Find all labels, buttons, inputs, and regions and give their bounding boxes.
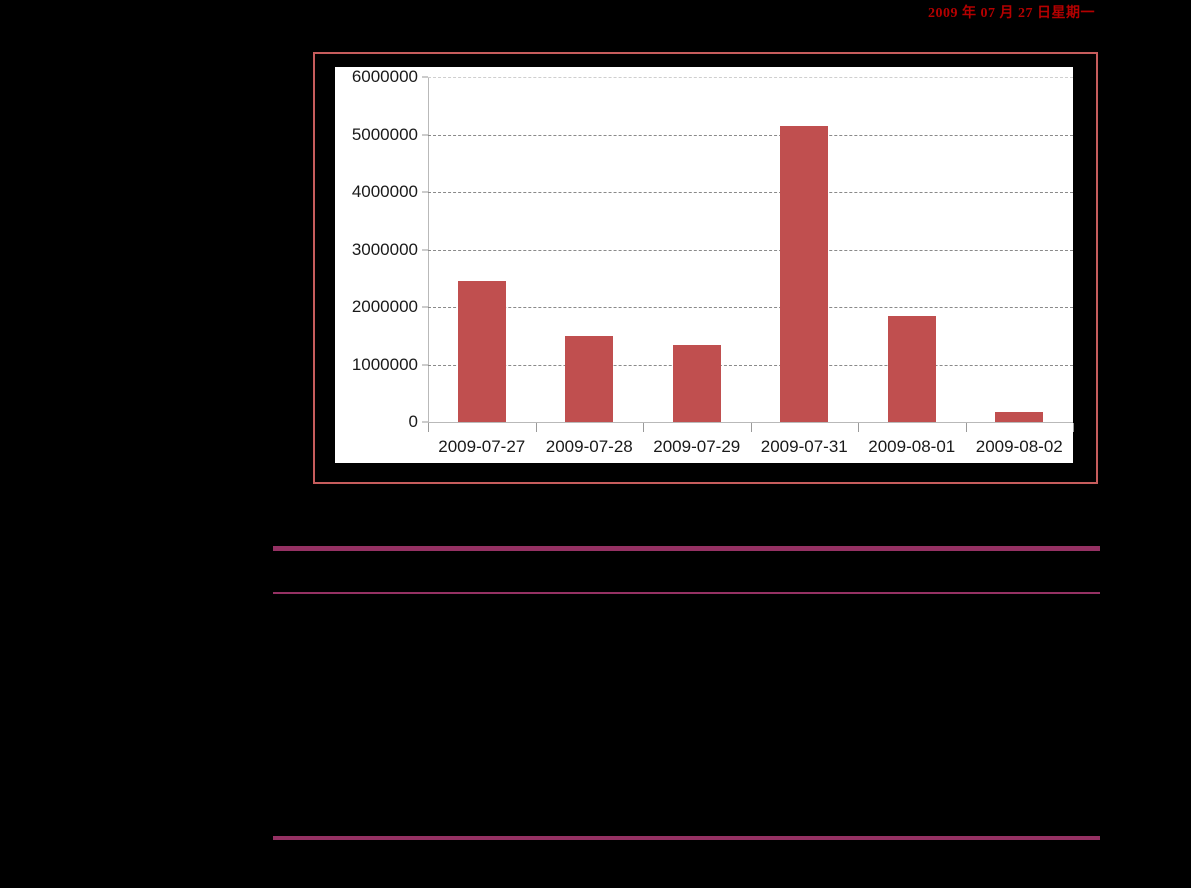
divider-rule-middle [273, 592, 1100, 594]
x-tick-label: 2009-07-29 [653, 437, 741, 456]
x-tick-mark [750, 423, 752, 432]
y-axis-line [428, 77, 429, 425]
gridline [428, 77, 1073, 78]
x-tick-mark [858, 423, 859, 432]
x-tick-label: 2009-07-31 [760, 437, 848, 456]
y-tick-mark [422, 364, 428, 365]
y-tick-label: 6000000 [351, 67, 418, 86]
bar-2009-07-31 [780, 126, 829, 422]
chart-panel: 0 1000000 2000000 3000000 4000000 5000000 6000… [313, 52, 1098, 484]
divider-rule-top [273, 546, 1100, 551]
divider-rule-bottom [273, 836, 1100, 840]
x-axis-line [428, 422, 1073, 423]
y-tick-mark [422, 421, 428, 423]
x-tick-label: 2009-08-02 [975, 437, 1063, 456]
y-tick-label: 1000000 [351, 354, 418, 374]
y-tick-label: 5000000 [351, 124, 418, 144]
gridline [428, 364, 1073, 366]
bar-2009-07-29 [672, 344, 721, 422]
x-tick-mark [428, 423, 429, 432]
x-tick-label: 2009-08-01 [868, 437, 956, 456]
bar-2009-08-02 [995, 412, 1044, 422]
x-tick-label: 2009-07-28 [545, 437, 633, 456]
gridline [428, 249, 1073, 251]
y-tick-label: 4000000 [351, 182, 418, 201]
y-tick-label: 3000000 [351, 239, 418, 259]
gridline [428, 192, 1073, 193]
x-tick-mark [1073, 423, 1074, 432]
gridline [428, 134, 1073, 136]
y-tick-mark [422, 191, 428, 193]
x-tick-mark [643, 423, 644, 432]
bar-2009-07-28 [565, 336, 614, 422]
y-tick-mark [422, 76, 428, 78]
bar-2009-08-01 [887, 316, 936, 422]
header-date: 2009 年 07 月 27 日星期一 [928, 6, 1095, 21]
y-tick-label: 2000000 [351, 297, 418, 316]
y-tick-mark [422, 306, 428, 308]
chart-canvas: 0 1000000 2000000 3000000 4000000 5000000 6000… [335, 67, 1074, 463]
y-tick-mark [422, 249, 428, 250]
y-tick-mark [422, 134, 428, 135]
bar-2009-07-27 [457, 281, 506, 422]
y-tick-label: 0 [408, 412, 418, 431]
x-tick-label: 2009-07-27 [438, 437, 526, 456]
x-tick-mark [535, 423, 537, 432]
x-tick-mark [965, 423, 967, 432]
gridline [428, 307, 1073, 308]
